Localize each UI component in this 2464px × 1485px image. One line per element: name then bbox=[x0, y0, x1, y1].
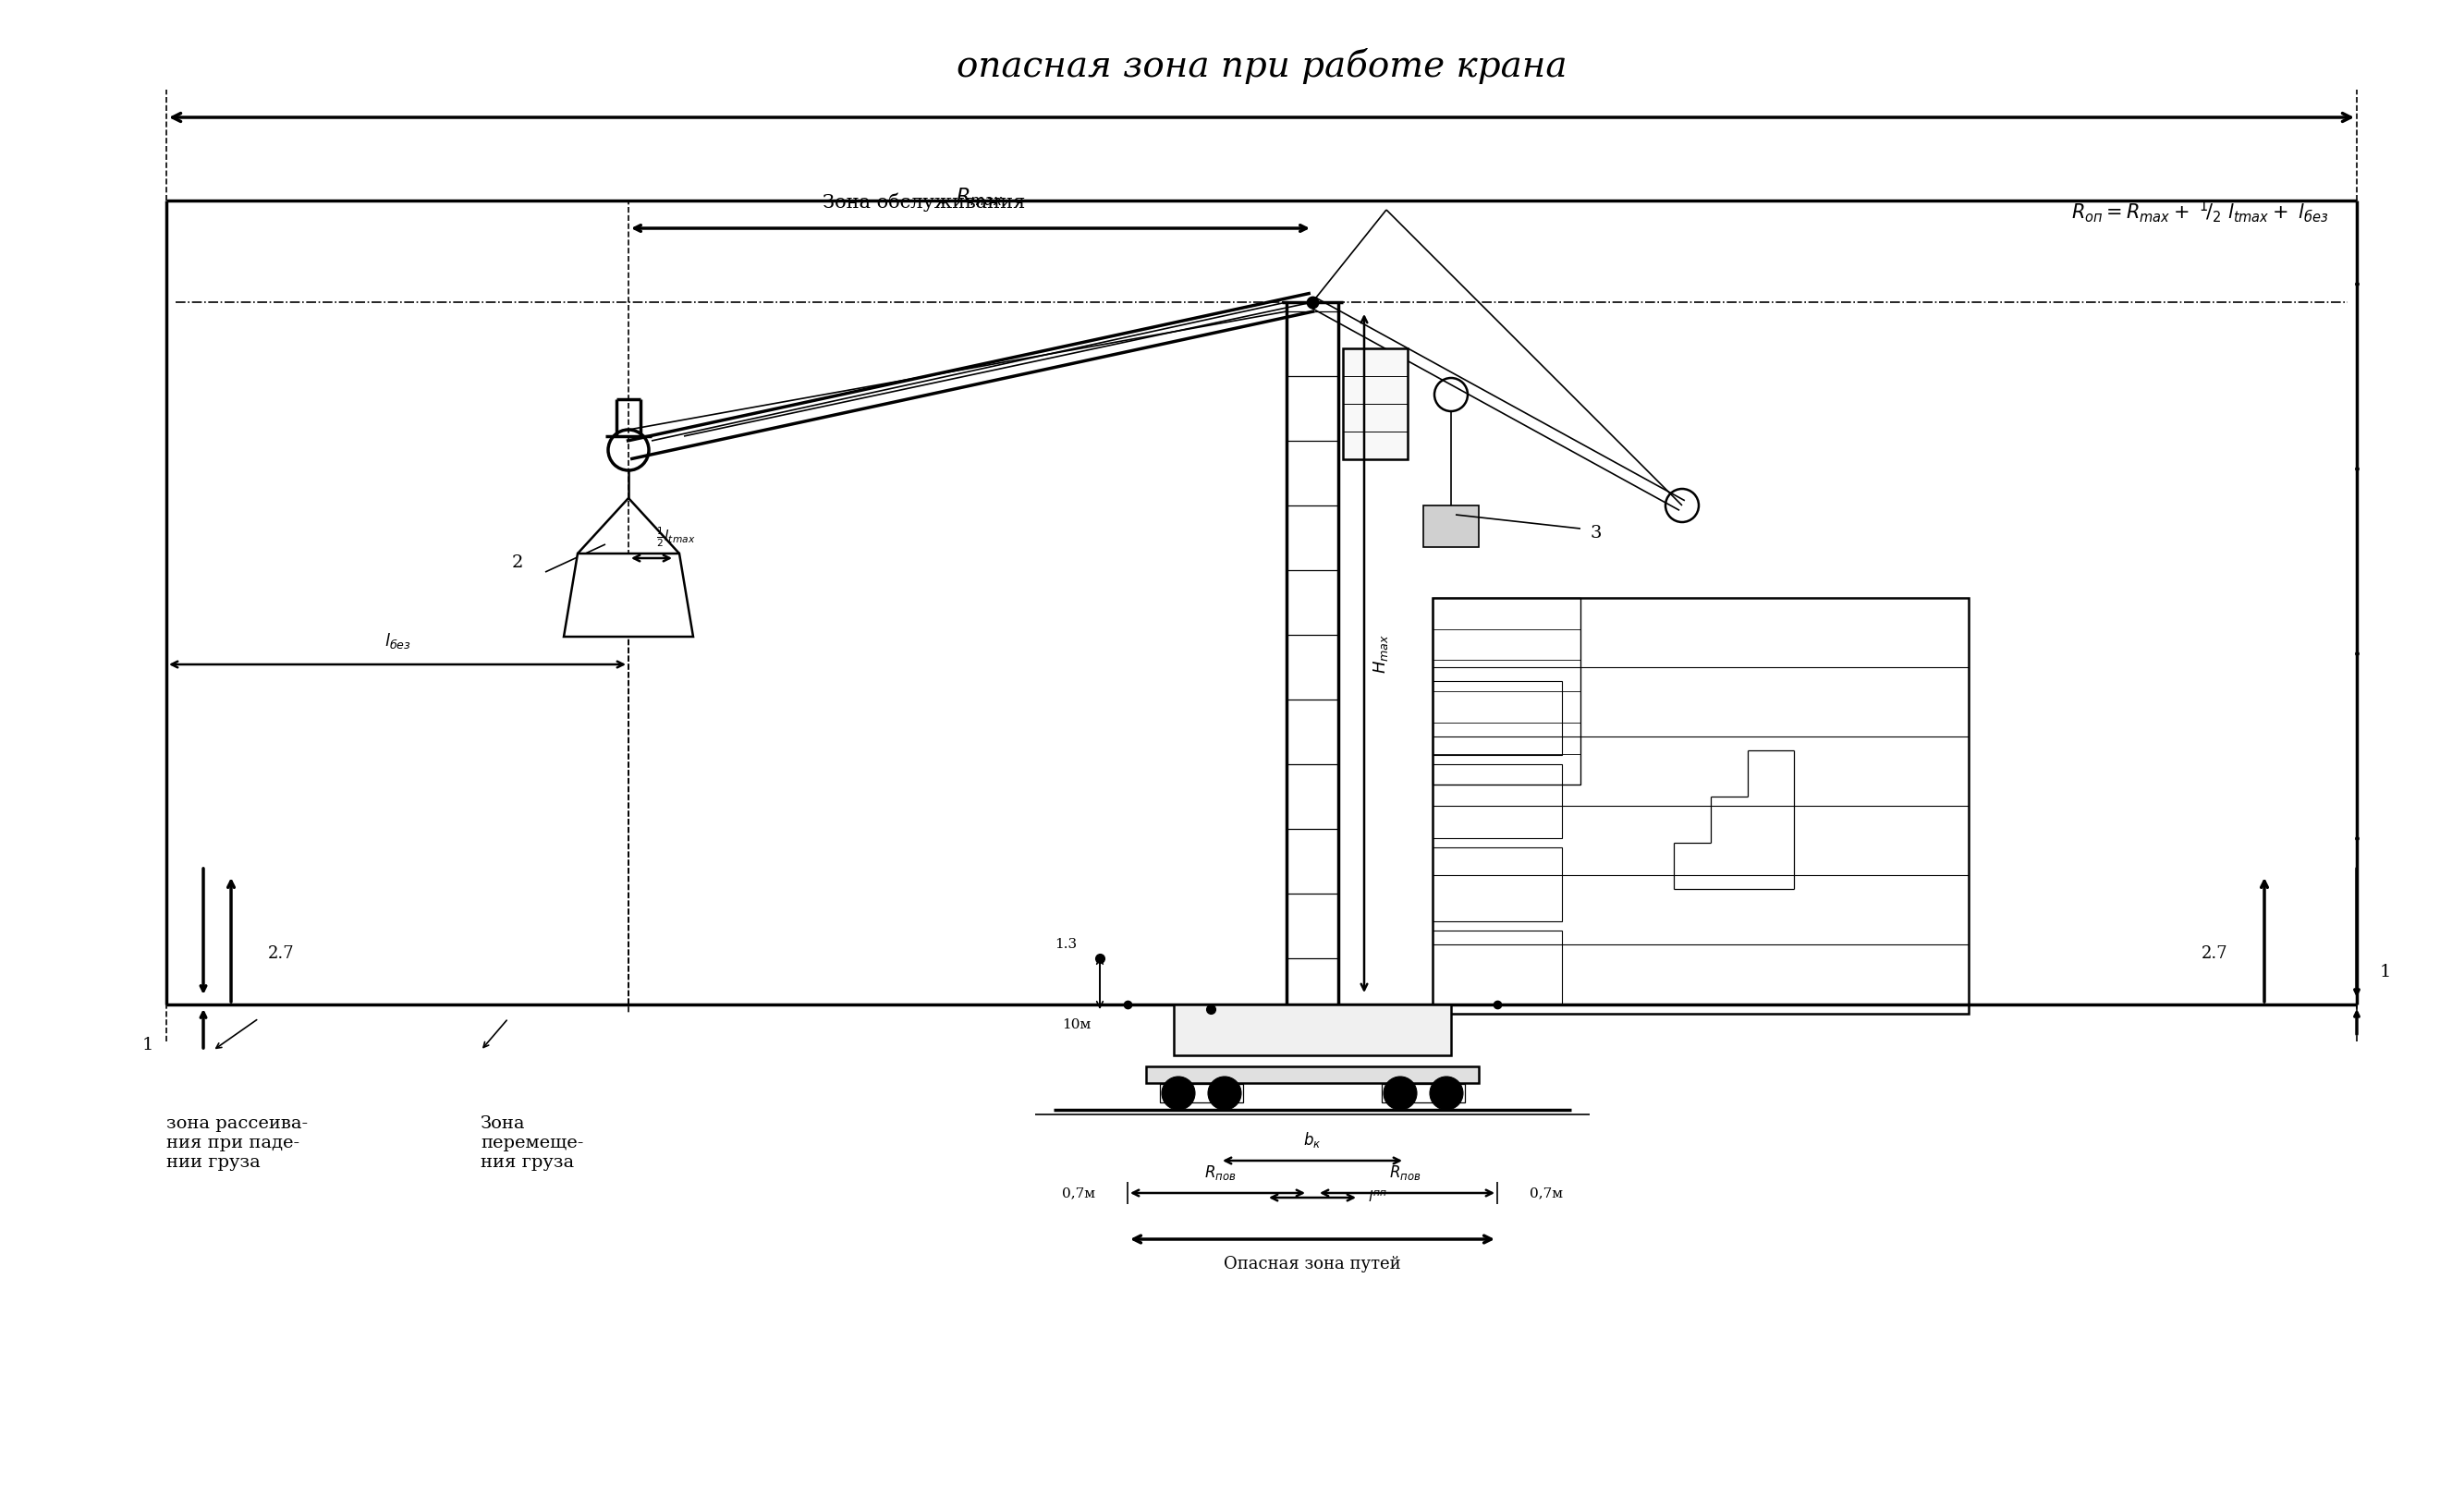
Circle shape bbox=[1385, 1077, 1417, 1109]
Text: $b_к$: $b_к$ bbox=[1303, 1130, 1321, 1149]
Text: Зона
перемеще-
ния груза: Зона перемеще- ния груза bbox=[480, 1115, 584, 1170]
Polygon shape bbox=[564, 554, 692, 637]
Text: $R_{пов}$: $R_{пов}$ bbox=[1390, 1163, 1422, 1182]
Circle shape bbox=[1207, 1077, 1242, 1109]
Bar bbox=[1432, 598, 1579, 786]
Bar bbox=[1161, 1084, 1244, 1102]
Text: опасная зона при работе крана: опасная зона при работе крана bbox=[956, 49, 1567, 85]
Text: 3: 3 bbox=[1589, 524, 1602, 542]
Text: 0,7м: 0,7м bbox=[1530, 1187, 1562, 1200]
Bar bbox=[1424, 505, 1478, 546]
Text: 2.7: 2.7 bbox=[269, 946, 296, 962]
Bar bbox=[1173, 1004, 1451, 1056]
Text: $l^{пп}$: $l^{пп}$ bbox=[1368, 1189, 1387, 1206]
Circle shape bbox=[1429, 1077, 1464, 1109]
Text: 1: 1 bbox=[143, 1037, 153, 1053]
Text: Опасная зона путей: Опасная зона путей bbox=[1225, 1256, 1402, 1273]
Text: 2: 2 bbox=[513, 554, 522, 572]
Text: $l_{без}$: $l_{без}$ bbox=[384, 631, 411, 650]
Bar bbox=[1343, 349, 1407, 459]
Text: $R_{оп}=R_{max}+\ ^{1}\!/_{2}\ l_{tmax}+\ l_{без}$: $R_{оп}=R_{max}+\ ^{1}\!/_{2}\ l_{tmax}+… bbox=[2072, 199, 2328, 224]
Text: зона рассеива-
ния при паде-
нии груза: зона рассеива- ния при паде- нии груза bbox=[168, 1115, 308, 1170]
Text: $R_{пов}$: $R_{пов}$ bbox=[1205, 1163, 1237, 1182]
Text: 10м: 10м bbox=[1062, 1019, 1092, 1031]
Text: $H_{max}$: $H_{max}$ bbox=[1372, 634, 1390, 673]
Text: 2.7: 2.7 bbox=[2200, 946, 2227, 962]
Bar bbox=[1432, 598, 1969, 1014]
Bar bbox=[1432, 682, 1562, 754]
Bar bbox=[1382, 1084, 1466, 1102]
Text: $\frac{1}{2}l_{tmax}$: $\frac{1}{2}l_{tmax}$ bbox=[655, 526, 695, 549]
Text: 1: 1 bbox=[2380, 964, 2393, 980]
Text: Зона обслуживания: Зона обслуживания bbox=[823, 193, 1025, 212]
Bar bbox=[1146, 1066, 1478, 1083]
Text: $R_{max}$: $R_{max}$ bbox=[956, 186, 1003, 208]
Bar bbox=[1432, 848, 1562, 921]
Text: 0,7м: 0,7м bbox=[1062, 1187, 1094, 1200]
Bar bbox=[1432, 765, 1562, 838]
Circle shape bbox=[1161, 1077, 1195, 1109]
Bar bbox=[1432, 931, 1562, 1004]
Text: 1.3: 1.3 bbox=[1055, 939, 1077, 950]
